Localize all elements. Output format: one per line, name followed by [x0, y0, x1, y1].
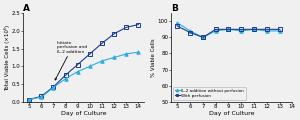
IL-2 addition without perfusion — [278, 30, 281, 32]
Legend: IL-2 addition without perfusion, With perfusion: IL-2 addition without perfusion, With pe… — [173, 87, 246, 100]
With perfusion — [176, 25, 179, 27]
X-axis label: Day of Culture: Day of Culture — [209, 111, 254, 116]
With perfusion — [252, 29, 256, 30]
IL-2 addition without perfusion — [265, 30, 268, 32]
IL-2 addition without perfusion — [252, 29, 256, 30]
IL-2 addition without perfusion — [201, 37, 205, 38]
IL-2 addition without perfusion — [227, 29, 230, 30]
IL-2 addition without perfusion — [214, 30, 217, 32]
With perfusion — [265, 29, 268, 30]
With perfusion — [214, 29, 217, 30]
IL-2 addition without perfusion — [239, 30, 243, 32]
Text: Initiate
perfusion and
IL-2 addition: Initiate perfusion and IL-2 addition — [55, 41, 87, 80]
Text: B: B — [171, 4, 178, 13]
Line: With perfusion: With perfusion — [176, 24, 281, 39]
With perfusion — [201, 37, 205, 38]
IL-2 addition without perfusion — [188, 30, 192, 32]
IL-2 addition without perfusion — [176, 22, 179, 24]
Line: IL-2 addition without perfusion: IL-2 addition without perfusion — [176, 21, 281, 39]
With perfusion — [239, 29, 243, 30]
Text: A: A — [23, 4, 30, 13]
Y-axis label: % Viable Cells: % Viable Cells — [151, 38, 156, 77]
With perfusion — [227, 29, 230, 30]
With perfusion — [278, 29, 281, 30]
With perfusion — [188, 32, 192, 33]
Y-axis label: Total Viable Cells (×10⁶): Total Viable Cells (×10⁶) — [4, 24, 10, 90]
X-axis label: Day of Culture: Day of Culture — [61, 111, 106, 116]
